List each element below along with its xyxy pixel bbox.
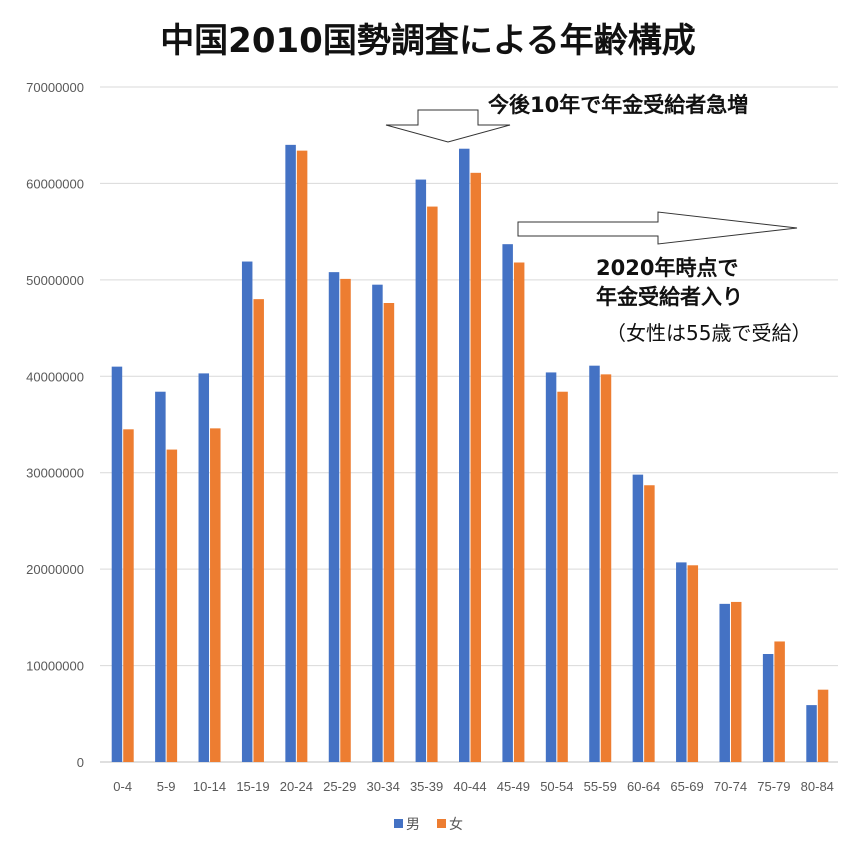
bar-male-55-59 (589, 365, 600, 762)
bar-male-70-74 (719, 603, 730, 762)
bar-male-0-4 (111, 366, 123, 762)
bar-male-35-39 (415, 179, 427, 763)
x-tick-label: 40-44 (453, 779, 486, 794)
bar-female-65-69 (687, 565, 699, 762)
bar-female-25-29 (340, 278, 351, 762)
bar-female-35-39 (427, 206, 438, 763)
legend-label-male: 男 (406, 817, 420, 833)
x-axis: 0-4 5-9 10-14 15-19 20-24 25-29 30-34 35-39 40-4… (113, 779, 834, 794)
x-tick-label: 5-9 (157, 779, 176, 794)
right-arrow-icon (517, 211, 798, 245)
legend-swatch-female (437, 819, 446, 828)
bar-female-55-59 (600, 374, 612, 762)
annotation-right-arrow: 2020年時点で 年金受給者入り （女性は55歳で受給） (517, 211, 811, 345)
bars (111, 144, 829, 763)
y-tick-label: 20000000 (26, 562, 84, 577)
bar-male-50-54 (545, 372, 557, 762)
annotation-top-label: 今後10年で年金受給者急増 (488, 93, 748, 117)
bar-male-60-64 (632, 474, 644, 762)
bar-female-50-54 (557, 391, 568, 762)
y-tick-label: 0 (77, 755, 84, 770)
bar-female-0-4 (123, 429, 134, 762)
x-tick-label: 45-49 (497, 779, 530, 794)
bar-male-30-34 (372, 284, 383, 762)
bar-male-75-79 (762, 654, 774, 762)
bar-male-10-14 (198, 373, 210, 762)
legend-label-female: 女 (449, 816, 463, 833)
annotation-right-note: （女性は55歳で受給） (606, 321, 811, 345)
bar-male-45-49 (502, 244, 513, 762)
annotation-right-label-2: 年金受給者入り (596, 285, 743, 309)
x-tick-label: 75-79 (757, 779, 790, 794)
legend: 男女 (394, 816, 463, 833)
bar-female-70-74 (730, 601, 742, 762)
bar-female-10-14 (210, 428, 221, 762)
down-arrow-icon (385, 109, 511, 143)
bar-female-45-49 (513, 262, 525, 762)
x-tick-label: 20-24 (280, 779, 313, 794)
x-tick-label: 50-54 (540, 779, 573, 794)
bar-male-65-69 (676, 562, 687, 762)
x-tick-label: 60-64 (627, 779, 660, 794)
bar-female-60-64 (644, 485, 655, 762)
y-tick-label: 70000000 (26, 80, 84, 95)
annotation-top-arrow: 今後10年で年金受給者急増 (385, 93, 748, 143)
x-tick-label: 0-4 (113, 779, 132, 794)
x-tick-label: 55-59 (584, 779, 617, 794)
x-tick-label: 30-34 (367, 779, 400, 794)
bar-female-30-34 (383, 303, 395, 762)
annotation-right-label-1: 2020年時点で (596, 256, 738, 280)
x-tick-label: 25-29 (323, 779, 356, 794)
x-tick-label: 70-74 (714, 779, 747, 794)
bar-male-15-19 (241, 261, 253, 762)
bar-male-40-44 (459, 148, 470, 762)
bar-female-40-44 (470, 172, 481, 763)
y-tick-label: 30000000 (26, 466, 84, 481)
x-tick-label: 10-14 (193, 779, 226, 794)
chart-title: 中国2010国勢調査による年齢構成 (160, 21, 696, 61)
x-tick-label: 65-69 (670, 779, 703, 794)
bar-male-25-29 (328, 272, 340, 762)
bar-male-80-84 (806, 705, 817, 762)
bar-female-80-84 (817, 689, 829, 762)
y-tick-label: 50000000 (26, 273, 84, 288)
x-tick-label: 35-39 (410, 779, 443, 794)
y-tick-label: 60000000 (26, 176, 84, 191)
bar-female-20-24 (296, 150, 308, 763)
bar-female-5-9 (166, 449, 178, 762)
bar-female-15-19 (253, 299, 264, 762)
bar-male-5-9 (155, 391, 166, 762)
y-axis: 0 10000000 20000000 30000000 40000000 5000000… (26, 80, 84, 770)
y-tick-label: 40000000 (26, 369, 84, 384)
bar-male-20-24 (285, 144, 296, 762)
y-tick-label: 10000000 (26, 659, 84, 674)
x-tick-label: 15-19 (236, 779, 269, 794)
legend-swatch-male (394, 819, 403, 828)
x-tick-label: 80-84 (801, 779, 834, 794)
bar-female-75-79 (774, 641, 785, 762)
